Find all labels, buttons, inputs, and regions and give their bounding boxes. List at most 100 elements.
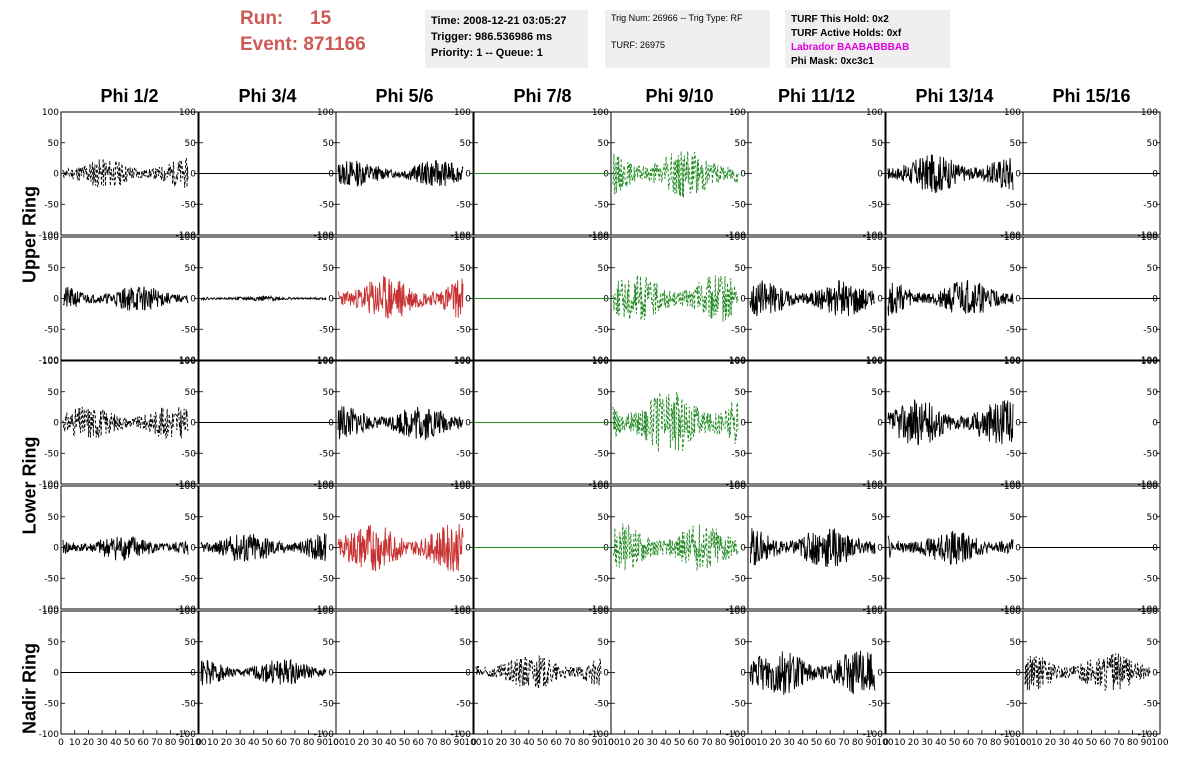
y-tick-label-right: -100 xyxy=(451,480,472,490)
y-tick-label-right: -50 xyxy=(868,449,883,459)
x-tick-label: 20 xyxy=(1045,738,1057,748)
waveform-panel-r1-c6: -100 -50 0 50 100 xyxy=(747,108,886,241)
y-tick-label-right: 50 xyxy=(185,139,197,149)
y-tick-label-right: 100 xyxy=(1004,482,1021,492)
x-tick-label: 60 xyxy=(687,738,699,748)
x-tick-label: 0 xyxy=(196,738,202,748)
y-tick-label-right: -50 xyxy=(181,699,196,709)
y-tick-label-right: 100 xyxy=(179,233,196,243)
waveform-trace xyxy=(612,391,739,453)
y-tick-label-right: -100 xyxy=(451,231,472,241)
y-tick-label-right: 100 xyxy=(1141,108,1158,118)
x-tick-label: 50 xyxy=(811,738,823,748)
x-tick-label: 100 xyxy=(602,738,619,748)
y-tick-label-right: 100 xyxy=(317,482,334,492)
y-tick-label-right: 100 xyxy=(729,482,746,492)
turf-active-text: TURF Active Holds: 0xf xyxy=(791,28,902,39)
y-tick-label-right: 0 xyxy=(740,544,746,554)
waveform-panel-r3-c8: -100 -50 0 50 100 xyxy=(1022,357,1161,490)
waveform-panel-r2-c6: -100 -50 0 50 100 xyxy=(747,233,886,366)
y-tick-label-right: -50 xyxy=(1006,200,1021,210)
y-tick-label-right: -50 xyxy=(181,200,196,210)
y-tick-label-right: 100 xyxy=(317,607,334,617)
y-tick-label: 100 xyxy=(42,233,59,243)
y-tick-label-right: 50 xyxy=(323,264,335,274)
y-tick-label-right: -50 xyxy=(319,574,334,584)
x-tick-label: 20 xyxy=(908,738,920,748)
y-tick-label-right: 50 xyxy=(1010,513,1022,523)
panel-frame xyxy=(747,111,886,236)
y-tick-label-right: 100 xyxy=(454,233,471,243)
y-tick-label-right: 0 xyxy=(740,419,746,429)
y-tick-label: -50 xyxy=(44,325,59,335)
y-tick-label-right: -100 xyxy=(863,480,884,490)
x-tick-label: 60 xyxy=(824,738,836,748)
y-tick-label-right: 50 xyxy=(1010,388,1022,398)
x-tick-label: 60 xyxy=(275,738,287,748)
y-tick-label-right: -100 xyxy=(1138,231,1159,241)
x-tick-label: 0 xyxy=(1020,738,1026,748)
x-tick-label: 80 xyxy=(1127,738,1139,748)
y-tick-label: -100 xyxy=(39,605,60,615)
y-tick-label-right: -100 xyxy=(1001,231,1022,241)
y-tick-label: -100 xyxy=(39,480,60,490)
x-tick-label: 30 xyxy=(1058,738,1070,748)
y-tick-label-right: 50 xyxy=(872,513,884,523)
y-tick-label-right: -100 xyxy=(1138,730,1159,740)
x-tick-label: 0 xyxy=(58,738,64,748)
y-tick-label-right: 50 xyxy=(323,513,335,523)
y-tick-label-right: -100 xyxy=(1001,605,1022,615)
x-tick-label: 10 xyxy=(69,738,81,748)
y-tick-label-right: -50 xyxy=(1006,325,1021,335)
waveform-panel-r2-c5: -100 -50 0 50 100 xyxy=(610,233,749,366)
x-tick-label: 50 xyxy=(1086,738,1098,748)
run-label: Run: xyxy=(240,8,284,29)
y-tick-label-right: -50 xyxy=(181,449,196,459)
waveform-panel-r3-c2: -100 -50 0 50 100 xyxy=(198,357,337,490)
y-tick-label-right: 50 xyxy=(323,139,335,149)
y-tick-label-right: 100 xyxy=(1141,357,1158,367)
x-tick-label: 30 xyxy=(783,738,795,748)
y-tick-label-right: -100 xyxy=(314,231,335,241)
waveform-panel-r1-c2: -100 -50 0 50 100 xyxy=(198,108,337,241)
y-tick-label-right: 50 xyxy=(872,388,884,398)
waveform-trace xyxy=(337,523,464,572)
y-tick-label-right: -50 xyxy=(181,574,196,584)
y-tick-label-right: -50 xyxy=(731,574,746,584)
y-tick-label: 0 xyxy=(53,669,59,679)
y-tick-label-right: 0 xyxy=(190,295,196,305)
y-tick-label-right: 50 xyxy=(598,513,610,523)
x-tick-label: 60 xyxy=(412,738,424,748)
y-tick-label-right: 0 xyxy=(190,544,196,554)
y-tick-label-right: 0 xyxy=(603,419,609,429)
y-tick-label-right: -50 xyxy=(1006,574,1021,584)
waveform-panel-r3-c1: -100 -100 -50 -50 0 0 50 50 100 100 xyxy=(39,357,199,490)
waveform-panel-r1-c8: -100 -50 0 50 100 xyxy=(1022,108,1161,241)
x-tick-label: 100 xyxy=(1151,738,1168,748)
y-tick-label-right: -50 xyxy=(1143,449,1158,459)
y-tick-label-right: -100 xyxy=(1001,480,1022,490)
x-tick-label: 10 xyxy=(344,738,356,748)
phi-header-5: Phi 9/10 xyxy=(645,86,714,106)
y-tick-label-right: -50 xyxy=(1143,574,1158,584)
y-tick-label-right: 0 xyxy=(328,170,334,180)
y-tick-label-right: 100 xyxy=(866,357,883,367)
y-tick-label: 0 xyxy=(53,170,59,180)
y-tick-label-right: 100 xyxy=(454,607,471,617)
x-tick-label: 100 xyxy=(876,738,893,748)
y-tick-label-right: 0 xyxy=(740,669,746,679)
y-tick-label: -50 xyxy=(44,200,59,210)
waveform-trace xyxy=(337,406,464,441)
x-tick-label: 0 xyxy=(471,738,477,748)
phi-mask-text: Phi Mask: 0xc3c1 xyxy=(791,56,874,67)
y-tick-label-right: 100 xyxy=(317,233,334,243)
y-tick-label-right: -50 xyxy=(868,574,883,584)
y-tick-label-right: 50 xyxy=(185,513,197,523)
waveform-panel-r2-c3: -100 -50 0 50 100 xyxy=(335,233,474,366)
x-tick-label: 70 xyxy=(701,738,713,748)
y-tick-label-right: 50 xyxy=(185,264,197,274)
x-tick-label: 10 xyxy=(207,738,219,748)
y-tick-label-right: 50 xyxy=(735,513,747,523)
